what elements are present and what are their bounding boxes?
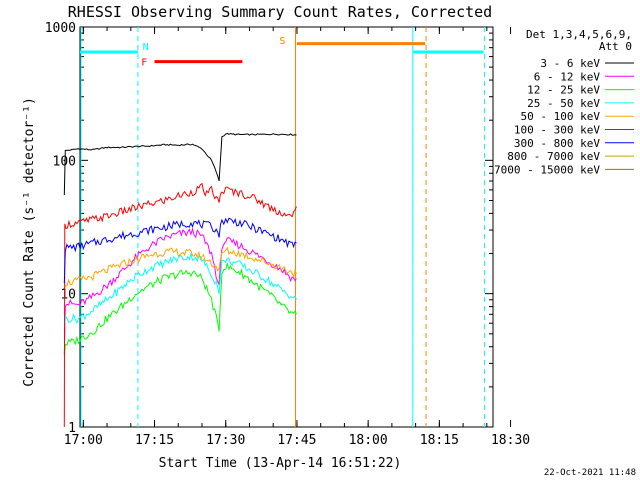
legend-entry-label: 3 - 6 keV (540, 57, 600, 70)
x-tick-label: 17:00 (64, 433, 103, 448)
legend-entry-label: 100 - 300 keV (514, 124, 600, 137)
series-line (63, 251, 297, 334)
series-line (63, 182, 297, 428)
y-tick-label: 100 (53, 154, 76, 169)
legend-entry-label: 12 - 25 keV (527, 84, 600, 97)
x-axis-label: Start Time (13-Apr-14 16:51:22) (159, 456, 402, 471)
overlays: NF S (80, 27, 485, 427)
night-marker-label: N (143, 42, 149, 53)
x-axis: 17:00 17:15 17:30 17:45 18:00 18:15 18:30 (64, 27, 530, 448)
legend-entry-label: 300 - 800 keV (514, 137, 600, 150)
y-axis-label: Corrected Count Rate (s⁻¹ detector⁻¹) (22, 97, 37, 387)
plot-border (79, 26, 494, 428)
plot-frame (79, 26, 494, 428)
legend-entry-label: 800 - 7000 keV (507, 150, 600, 163)
legend-title: Det 1,3,4,5,6,9, (526, 28, 632, 41)
y-tick-label: 10 (60, 288, 76, 303)
legend-title: Att 0 (599, 40, 632, 53)
footer-timestamp: 22-Oct-2021 11:48 (544, 468, 636, 478)
series-line (63, 246, 297, 289)
series-line (63, 227, 297, 355)
legend-entry-label: 25 - 50 keV (527, 97, 600, 110)
legend-entry-label: 6 - 12 keV (534, 70, 601, 83)
x-tick-label: 17:15 (135, 433, 174, 448)
series-line (63, 217, 297, 284)
x-tick-label: 18:00 (349, 433, 388, 448)
series-lines (63, 132, 297, 428)
x-tick-label: 17:30 (206, 433, 245, 448)
legend-entry-label: 7000 - 15000 keV (494, 163, 600, 176)
series-line (63, 132, 297, 196)
legend-entry-label: 50 - 100 keV (521, 110, 601, 123)
x-tick-label: 18:15 (420, 433, 459, 448)
flare-marker-label: F (141, 58, 147, 69)
x-tick-label: 18:30 (491, 433, 530, 448)
x-tick-label: 17:45 (277, 433, 316, 448)
y-axis: 1 10 100 1000 (45, 21, 493, 436)
chart-title: RHESSI Observing Summary Count Rates, Co… (68, 3, 492, 21)
saa-marker-label: S (279, 36, 285, 47)
y-tick-label: 1 (68, 421, 76, 436)
y-tick-label: 1000 (45, 21, 76, 36)
series-line (63, 262, 297, 358)
